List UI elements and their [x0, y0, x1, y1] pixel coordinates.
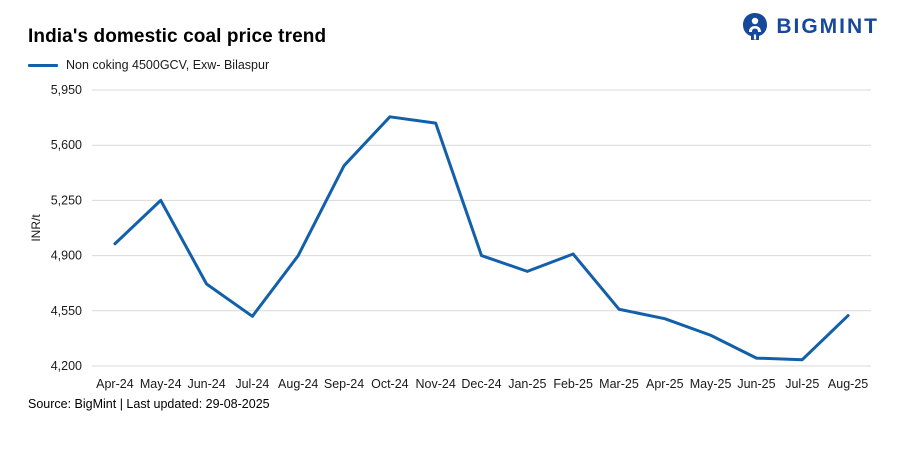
x-tick-label: May-25	[690, 377, 732, 391]
y-tick-label: 5,250	[51, 193, 82, 207]
y-tick-label: 5,600	[51, 138, 82, 152]
x-tick-label: Mar-25	[599, 377, 639, 391]
x-tick-label: Aug-25	[828, 377, 868, 391]
x-tick-label: Aug-24	[278, 377, 318, 391]
x-tick-label: Apr-25	[646, 377, 684, 391]
y-tick-label: 5,950	[51, 83, 82, 97]
y-tick-label: 4,900	[51, 249, 82, 263]
x-tick-label: Jul-24	[235, 377, 269, 391]
x-tick-label: Jul-25	[785, 377, 819, 391]
x-tick-label: May-24	[140, 377, 182, 391]
x-tick-label: Feb-25	[553, 377, 593, 391]
x-tick-label: Apr-24	[96, 377, 134, 391]
x-tick-label: Jan-25	[508, 377, 546, 391]
legend-label: Non coking 4500GCV, Exw- Bilaspur	[66, 58, 270, 72]
y-axis-title: INR/t	[29, 214, 43, 242]
bigmint-logo-icon	[743, 13, 768, 40]
page-title: India's domestic coal price trend	[28, 26, 327, 47]
y-tick-label: 4,200	[51, 359, 82, 373]
x-tick-label: Dec-24	[461, 377, 501, 391]
chart-area: 4,200 4,550 4,900 5,250 5,600 5,950 INR/t Apr-2…	[28, 78, 879, 396]
source-note: Source: BigMint | Last updated: 29-08-20…	[28, 397, 270, 411]
x-tick-label: Jun-25	[737, 377, 775, 391]
bigmint-logo: BIGMINT	[741, 12, 879, 42]
y-tick-label: 4,550	[51, 304, 82, 318]
x-tick-label: Nov-24	[416, 377, 456, 391]
bigmint-logo-text: BIGMINT	[776, 15, 879, 38]
x-tick-label: Oct-24	[371, 377, 409, 391]
x-tick-label: Sep-24	[324, 377, 364, 391]
x-tick-label: Jun-24	[187, 377, 225, 391]
chart-legend: Non coking 4500GCV, Exw- Bilaspur	[28, 58, 879, 72]
price-trend-line	[113, 115, 850, 362]
header: India's domestic coal price trend BIGMIN…	[28, 10, 879, 48]
line-chart: 4,200 4,550 4,900 5,250 5,600 5,950 INR/t Apr-2…	[29, 83, 871, 391]
legend-line-swatch	[28, 63, 58, 67]
